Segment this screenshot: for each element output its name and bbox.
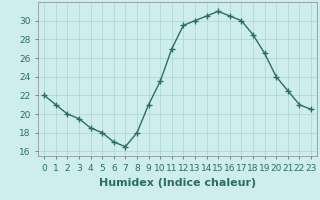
X-axis label: Humidex (Indice chaleur): Humidex (Indice chaleur)	[99, 178, 256, 188]
